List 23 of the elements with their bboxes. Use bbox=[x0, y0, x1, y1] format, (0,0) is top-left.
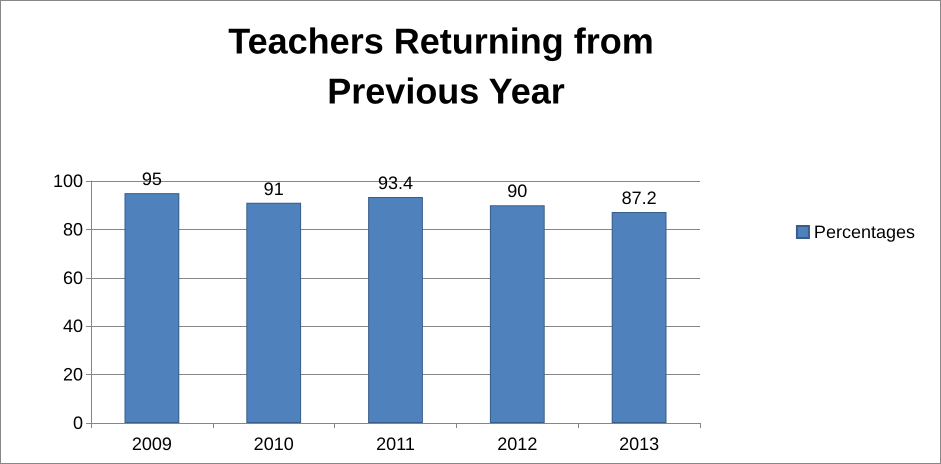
y-tick-label: 0 bbox=[72, 413, 83, 433]
bar bbox=[612, 212, 667, 423]
legend-label: Percentages bbox=[814, 222, 916, 242]
bar bbox=[490, 205, 545, 423]
bar bbox=[368, 196, 423, 423]
x-tick-label: 2013 bbox=[619, 434, 660, 454]
y-tick-label: 80 bbox=[62, 219, 83, 240]
y-tick-label: 40 bbox=[62, 316, 83, 336]
x-tick-label: 2011 bbox=[376, 434, 415, 454]
data-label: 95 bbox=[142, 169, 162, 190]
chart-title: Teachers Returning from Previous Year bbox=[228, 20, 664, 112]
y-tick-label: 100 bbox=[52, 171, 83, 191]
x-tick-label: 2012 bbox=[497, 434, 538, 454]
data-label: 93.4 bbox=[378, 172, 414, 193]
y-tick-label: 60 bbox=[62, 268, 83, 288]
bar bbox=[124, 193, 180, 423]
data-label: 91 bbox=[264, 178, 284, 199]
y-tick-label: 20 bbox=[62, 364, 83, 385]
bar bbox=[246, 202, 302, 423]
x-tick-label: 2009 bbox=[132, 434, 172, 454]
data-label: 90 bbox=[507, 181, 528, 202]
x-tick-label: 2010 bbox=[254, 434, 294, 454]
data-label: 87.2 bbox=[622, 188, 657, 208]
